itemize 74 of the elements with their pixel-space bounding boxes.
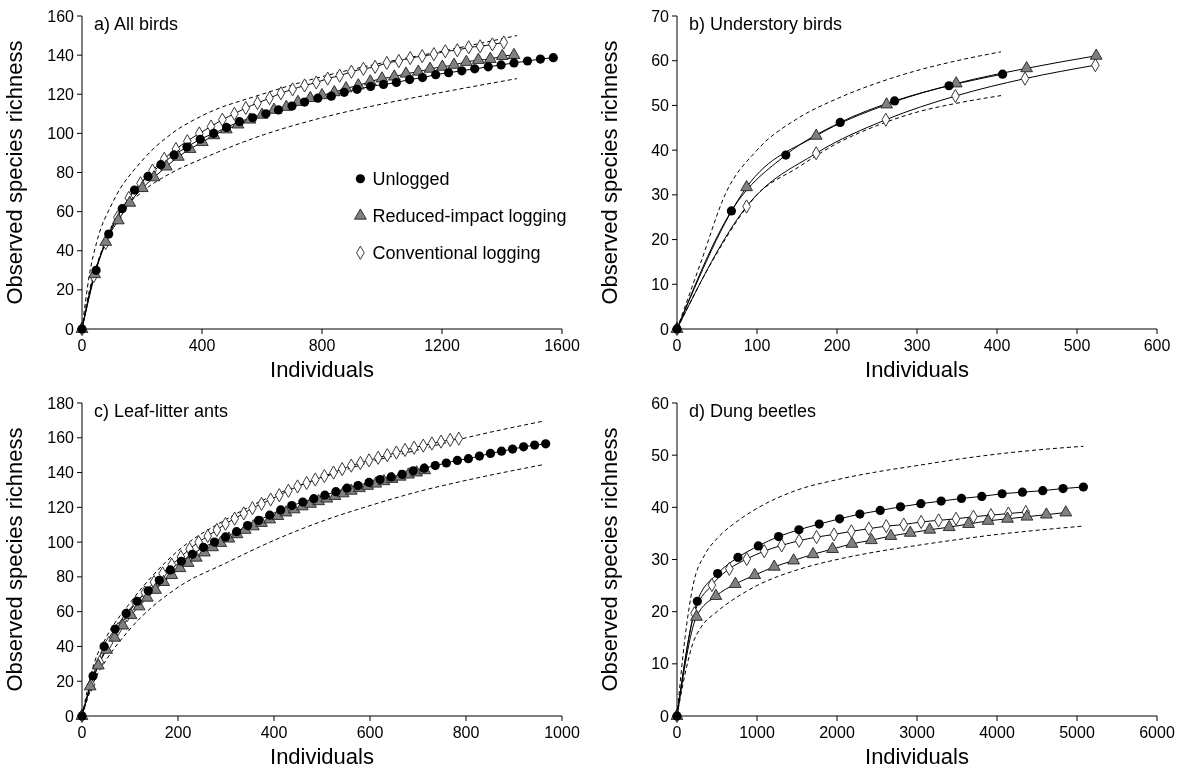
y-tick-label: 20 <box>651 231 670 249</box>
y-tick-label: 10 <box>651 275 670 293</box>
chart-title: b) Understory birds <box>689 14 843 34</box>
x-tick-label: 1200 <box>424 337 460 354</box>
y-tick-label: 60 <box>651 52 670 70</box>
x-tick-label: 800 <box>308 337 336 354</box>
legend-label: Reduced-impact logging <box>372 206 567 227</box>
chart-title: d) Dung beetles <box>689 401 817 421</box>
x-tick-label: 4000 <box>979 724 1015 741</box>
y-axis-title: Observed species richness <box>2 427 27 692</box>
y-tick-label: 0 <box>660 707 670 725</box>
x-axis-title: Individuals <box>865 744 969 769</box>
y-tick-label: 0 <box>660 320 670 338</box>
x-tick-label: 100 <box>743 337 771 354</box>
y-tick-label: 120 <box>47 498 75 516</box>
y-axis-title: Observed species richness <box>597 40 622 305</box>
y-tick-label: 80 <box>56 568 75 586</box>
y-tick-label: 40 <box>651 498 670 516</box>
chart-title: c) Leaf-litter ants <box>94 401 229 421</box>
x-tick-label: 400 <box>188 337 216 354</box>
y-tick-label: 60 <box>651 394 670 412</box>
x-axis-title: Individuals <box>865 357 969 382</box>
x-tick-label: 400 <box>983 337 1011 354</box>
y-tick-label: 50 <box>651 97 670 115</box>
x-tick-label: 200 <box>164 724 192 741</box>
y-axis-title: Observed species richness <box>2 40 27 305</box>
x-tick-label: 0 <box>77 337 87 354</box>
y-tick-label: 60 <box>56 203 75 221</box>
y-tick-label: 10 <box>651 655 670 673</box>
y-tick-label: 140 <box>47 46 75 64</box>
legend-label: Conventional logging <box>372 243 541 264</box>
y-tick-label: 160 <box>47 7 75 25</box>
x-axis-title: Individuals <box>270 357 374 382</box>
y-tick-label: 160 <box>47 429 75 447</box>
x-tick-label: 600 <box>1143 337 1171 354</box>
x-tick-label: 400 <box>260 724 288 741</box>
x-axis-title: Individuals <box>270 744 374 769</box>
y-tick-label: 100 <box>47 124 75 142</box>
y-tick-label: 120 <box>47 85 75 103</box>
y-tick-label: 20 <box>56 281 75 299</box>
chart-title: a) All birds <box>94 14 179 34</box>
x-tick-label: 1000 <box>544 724 580 741</box>
x-tick-label: 0 <box>672 337 682 354</box>
x-tick-label: 300 <box>903 337 931 354</box>
x-tick-label: 500 <box>1063 337 1091 354</box>
x-tick-label: 600 <box>356 724 384 741</box>
y-tick-label: 0 <box>65 707 75 725</box>
y-tick-label: 30 <box>651 186 670 204</box>
x-tick-label: 6000 <box>1139 724 1175 741</box>
x-tick-label: 200 <box>823 337 851 354</box>
y-tick-label: 40 <box>56 242 75 260</box>
x-tick-label: 800 <box>452 724 480 741</box>
y-tick-label: 30 <box>651 551 670 569</box>
y-tick-label: 40 <box>56 638 75 656</box>
x-tick-label: 1600 <box>544 337 580 354</box>
y-tick-label: 180 <box>47 394 75 412</box>
y-tick-label: 100 <box>47 533 75 551</box>
legend-label: Unlogged <box>372 169 450 190</box>
y-axis-title: Observed species richness <box>597 427 622 692</box>
y-tick-label: 70 <box>651 7 670 25</box>
y-tick-label: 20 <box>651 603 670 621</box>
x-tick-label: 3000 <box>899 724 935 741</box>
x-tick-label: 2000 <box>819 724 855 741</box>
y-tick-label: 50 <box>651 446 670 464</box>
y-tick-label: 20 <box>56 672 75 690</box>
y-tick-label: 60 <box>56 603 75 621</box>
x-tick-label: 0 <box>77 724 87 741</box>
y-tick-label: 0 <box>65 320 75 338</box>
y-tick-label: 40 <box>651 141 670 159</box>
x-tick-label: 0 <box>672 724 682 741</box>
x-tick-label: 5000 <box>1059 724 1095 741</box>
y-tick-label: 140 <box>47 464 75 482</box>
x-tick-label: 1000 <box>739 724 775 741</box>
y-tick-label: 80 <box>56 164 75 182</box>
